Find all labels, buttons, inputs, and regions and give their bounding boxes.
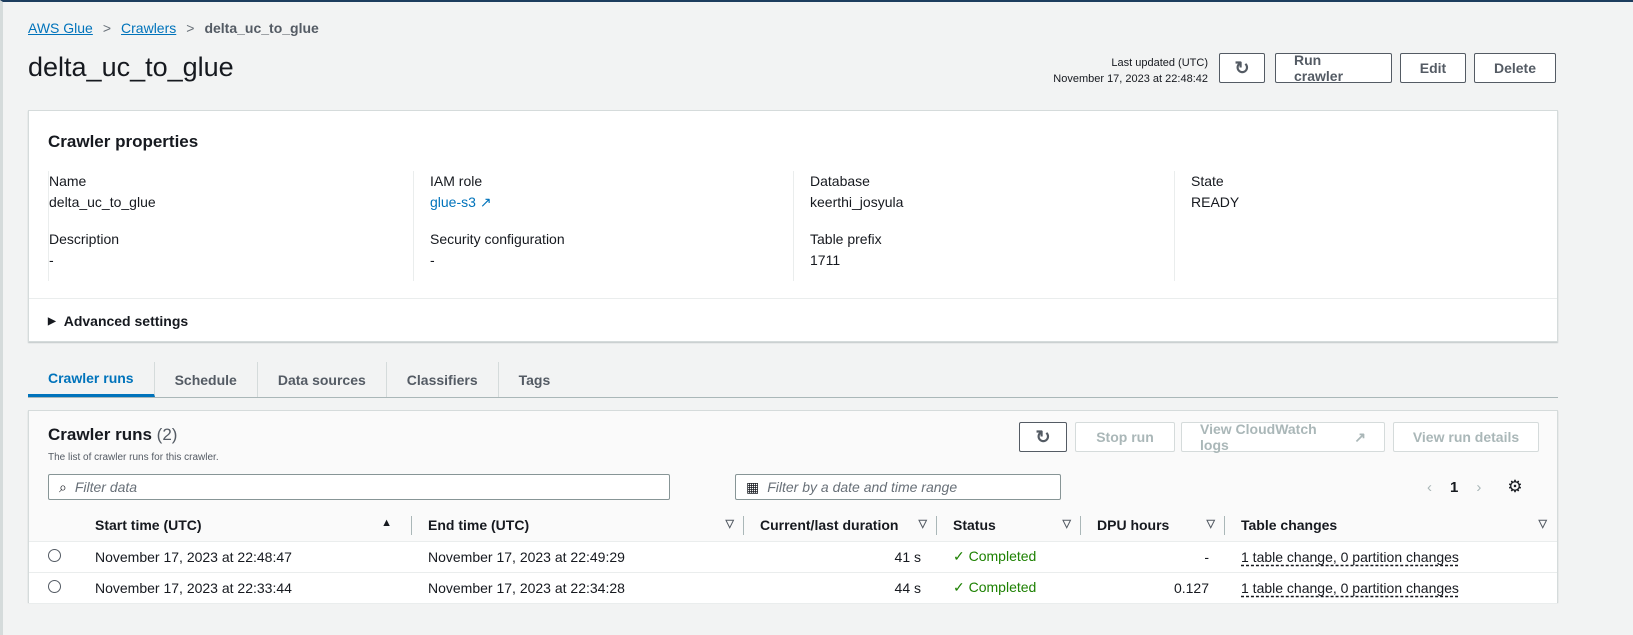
state-value: READY	[1191, 194, 1240, 210]
advanced-settings-toggle[interactable]: ▶ Advanced settings	[29, 298, 1557, 343]
iam-role-link[interactable]: glue-s3	[430, 194, 476, 210]
refresh-icon: ↻	[1035, 426, 1051, 447]
runs-description: The list of crawler runs for this crawle…	[48, 452, 219, 463]
view-run-details-button[interactable]: View run details	[1393, 422, 1539, 452]
runs-count: (2)	[156, 425, 178, 444]
table-prefix-value: 1711	[810, 252, 841, 268]
caret-right-icon: ▶	[48, 315, 56, 327]
last-updated: Last updated (UTC) November 17, 2023 at 2…	[1003, 55, 1208, 87]
check-circle-icon: ✓	[953, 579, 965, 595]
description-value: -	[49, 252, 54, 268]
end-time: November 17, 2023 at 22:49:29	[412, 541, 744, 573]
breadcrumb: AWS Glue > Crawlers > delta_uc_to_glue	[28, 20, 319, 36]
col-end-time[interactable]: End time (UTC) ▽	[412, 510, 744, 542]
start-time: November 17, 2023 at 22:33:44	[79, 572, 412, 604]
filter-data-input[interactable]: ⌕ Filter data	[48, 474, 670, 500]
field-label: State	[1191, 173, 1224, 189]
check-circle-icon: ✓	[953, 548, 965, 564]
security-config-value: -	[430, 252, 435, 268]
props-col: IAM role glue-s3 ↗ Security configuratio…	[413, 171, 793, 281]
select-header	[29, 510, 79, 542]
field-label: Description	[49, 231, 120, 247]
run-crawler-button[interactable]: Run crawler	[1275, 52, 1392, 84]
breadcrumb-current: delta_uc_to_glue	[204, 20, 319, 36]
last-updated-label: Last updated (UTC)	[1111, 57, 1208, 69]
status: ✓ Completed	[937, 541, 1081, 573]
refresh-icon: ↻	[1234, 57, 1250, 78]
delete-button[interactable]: Delete	[1474, 53, 1556, 83]
prev-page-icon[interactable]: ‹	[1427, 478, 1432, 496]
col-table-changes[interactable]: Table changes ▽	[1225, 510, 1557, 542]
refresh-button[interactable]: ↻	[1219, 53, 1265, 83]
props-col: Name delta_uc_to_glue Description -	[48, 171, 428, 281]
last-updated-value: November 17, 2023 at 22:48:42	[1053, 73, 1208, 85]
page-title: delta_uc_to_glue	[28, 52, 234, 82]
table-changes-link[interactable]: 1 table change, 0 partition changes	[1241, 548, 1459, 565]
refresh-runs-button[interactable]: ↻	[1019, 422, 1067, 452]
crawler-runs-table: Start time (UTC) ▲ End time (UTC) ▽ Curren…	[29, 510, 1557, 604]
sort-icon: ▽	[1062, 518, 1071, 531]
name-value: delta_uc_to_glue	[49, 194, 156, 210]
chevron-right-icon: >	[186, 20, 195, 36]
panel-heading: Crawler properties	[48, 132, 199, 151]
calendar-icon: ▦	[746, 478, 760, 495]
field-label: IAM role	[430, 173, 483, 189]
crawler-properties-panel: Crawler properties Name delta_uc_to_glue…	[28, 110, 1558, 342]
col-duration[interactable]: Current/last duration ▽	[744, 510, 937, 542]
chevron-right-icon: >	[102, 20, 112, 36]
edit-button[interactable]: Edit	[1400, 53, 1466, 83]
col-start-time[interactable]: Start time (UTC) ▲	[79, 510, 412, 542]
dpu-hours: 0.127	[1081, 572, 1225, 604]
breadcrumb-crawlers[interactable]: Crawlers	[121, 20, 177, 36]
date-placeholder: Filter by a date and time range	[767, 479, 958, 495]
field-label: Security configuration	[430, 231, 565, 247]
runs-heading: Crawler runs	[48, 425, 152, 444]
tab-crawler-runs[interactable]: Crawler runs	[28, 362, 155, 397]
crawler-runs-panel: Crawler runs (2) The list of crawler run…	[28, 410, 1558, 604]
sort-icon: ▽	[918, 518, 927, 531]
advanced-settings-label: Advanced settings	[63, 313, 189, 329]
table-changes-link[interactable]: 1 table change, 0 partition changes	[1241, 579, 1459, 596]
sort-icon: ▽	[1206, 518, 1215, 531]
tab-schedule[interactable]: Schedule	[155, 362, 258, 397]
end-time: November 17, 2023 at 22:34:28	[412, 572, 744, 604]
status: ✓ Completed	[937, 572, 1081, 604]
col-status[interactable]: Status ▽	[937, 510, 1081, 542]
row-radio[interactable]	[48, 579, 61, 593]
external-link-icon: ↗	[1354, 428, 1366, 445]
table-row[interactable]: November 17, 2023 at 22:48:47 November 1…	[29, 541, 1557, 573]
col-dpu-hours[interactable]: DPU hours ▽	[1081, 510, 1225, 542]
props-col: Database keerthi_josyula Table prefix 17…	[793, 171, 1173, 281]
start-time: November 17, 2023 at 22:48:47	[79, 541, 412, 573]
field-label: Name	[49, 173, 87, 189]
view-cloudwatch-logs-button[interactable]: View CloudWatch logs ↗	[1181, 421, 1385, 453]
dpu-hours: -	[1081, 541, 1225, 573]
breadcrumb-aws-glue[interactable]: AWS Glue	[28, 20, 93, 36]
settings-gear-icon[interactable]: ⚙	[1507, 477, 1523, 496]
duration: 44 s	[744, 572, 937, 604]
logs-label: View CloudWatch logs	[1200, 421, 1317, 453]
props-col: State READY	[1174, 171, 1554, 281]
sort-asc-icon: ▲	[381, 517, 392, 530]
external-link-icon: ↗	[479, 194, 492, 210]
field-label: Table prefix	[810, 231, 882, 247]
sort-icon: ▽	[1538, 518, 1547, 531]
row-radio[interactable]	[48, 548, 61, 562]
duration: 41 s	[744, 541, 937, 573]
database-value: keerthi_josyula	[810, 194, 904, 210]
filter-placeholder: Filter data	[74, 479, 138, 495]
date-range-filter[interactable]: ▦ Filter by a date and time range	[735, 474, 1061, 500]
sort-icon: ▽	[725, 518, 734, 531]
tab-classifiers[interactable]: Classifiers	[387, 362, 499, 397]
page-number[interactable]: 1	[1450, 478, 1459, 496]
search-icon: ⌕	[59, 478, 67, 495]
next-page-icon[interactable]: ›	[1476, 478, 1482, 496]
tab-tags[interactable]: Tags	[518, 371, 551, 388]
tab-data-sources[interactable]: Data sources	[258, 362, 387, 397]
table-row[interactable]: November 17, 2023 at 22:33:44 November 1…	[29, 572, 1557, 604]
stop-run-button[interactable]: Stop run	[1075, 422, 1175, 452]
field-label: Database	[810, 173, 870, 189]
tab-bar: Crawler runs Schedule Data sources Class…	[28, 362, 1558, 398]
